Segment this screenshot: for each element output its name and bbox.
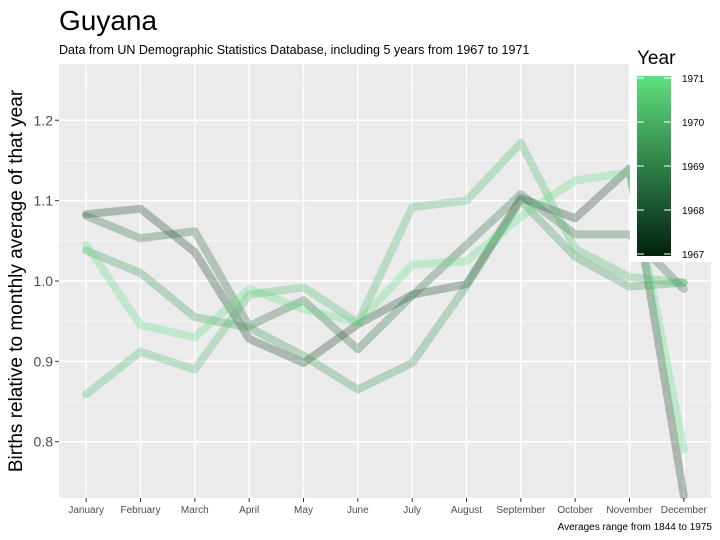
legend-title: Year xyxy=(637,48,676,69)
grid xyxy=(59,64,711,498)
y-tick-label: 1.2 xyxy=(34,112,54,128)
series-lines xyxy=(82,138,688,500)
chart-caption: Averages range from 1844 to 1975 xyxy=(558,522,713,533)
x-tick-label: September xyxy=(496,505,546,516)
y-tick-label: 0.9 xyxy=(34,353,54,369)
series-line-1967 xyxy=(82,164,688,500)
series-line-1968 xyxy=(82,190,688,354)
x-axis: January February March April May June July Augu… xyxy=(68,498,708,516)
y-tick-label: 1.0 xyxy=(34,273,54,289)
x-tick-label: April xyxy=(239,505,259,516)
series-line-1970 xyxy=(82,138,688,399)
series-line-1969 xyxy=(82,196,688,394)
x-tick-label: March xyxy=(181,505,209,516)
x-tick-label: February xyxy=(120,505,160,516)
y-axis: 0.8 0.9 1.0 1.1 1.2 xyxy=(34,112,59,450)
series-line-1971 xyxy=(82,168,688,454)
chart-title: Guyana xyxy=(59,5,157,36)
legend-tick-label: 1970 xyxy=(682,118,705,129)
legend-tick-label: 1968 xyxy=(682,206,705,217)
x-tick-label: July xyxy=(403,505,421,516)
y-axis-label: Births relative to monthly average of th… xyxy=(6,89,27,472)
y-tick-label: 1.1 xyxy=(34,193,54,209)
x-tick-label: October xyxy=(557,505,593,516)
x-tick-label: August xyxy=(451,505,482,516)
x-tick-label: January xyxy=(68,505,104,516)
x-tick-label: June xyxy=(347,505,369,516)
chart-subtitle: Data from UN Demographic Statistics Data… xyxy=(59,43,529,57)
x-tick-label: May xyxy=(294,505,313,516)
legend: Year 1971 1970 1969 1968 1967 xyxy=(630,42,716,262)
legend-ticks: 1971 1970 1969 1968 1967 xyxy=(637,74,705,261)
legend-tick-label: 1971 xyxy=(682,74,705,85)
x-tick-label: November xyxy=(606,505,653,516)
legend-tick-label: 1969 xyxy=(682,162,705,173)
legend-tick-label: 1967 xyxy=(682,250,705,261)
y-tick-label: 0.8 xyxy=(34,434,54,450)
x-tick-label: December xyxy=(661,505,708,516)
